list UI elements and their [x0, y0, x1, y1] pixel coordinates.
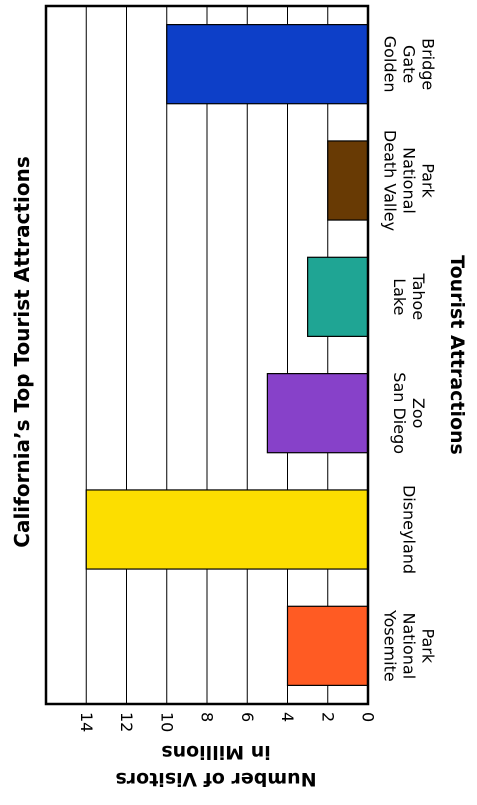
- y-tick-label: 0: [359, 712, 378, 722]
- category-label: San Diego: [390, 372, 409, 454]
- y-axis-title: Number of Visitors: [115, 768, 316, 790]
- y-tick-label: 4: [278, 712, 297, 722]
- chart-title: California’s Top Tourist Attractions: [10, 156, 34, 547]
- category-label: National: [400, 147, 419, 214]
- bar: [286, 605, 369, 686]
- plot-frame: [44, 4, 370, 706]
- bar: [166, 24, 369, 105]
- category-label: Death Valley: [381, 130, 400, 231]
- bar: [85, 489, 369, 570]
- bar: [266, 373, 369, 454]
- plot-area: [44, 4, 370, 706]
- category-label: Park: [419, 163, 438, 198]
- category-label: Park: [419, 629, 438, 664]
- y-tick-label: 2: [318, 712, 337, 722]
- category-label: Zoo: [409, 398, 428, 429]
- y-tick-label: 14: [77, 712, 96, 732]
- y-tick-label: 10: [157, 712, 176, 732]
- bar: [327, 140, 369, 221]
- category-label: Disneyland: [400, 485, 419, 574]
- category-label: Bridge: [419, 38, 438, 90]
- x-axis-title: Tourist Attractions: [446, 255, 468, 455]
- category-label: Lake: [390, 278, 409, 315]
- bar: [307, 256, 369, 337]
- y-tick-label: 8: [198, 712, 217, 722]
- y-tick-label: 6: [238, 712, 257, 722]
- category-label: Gate: [400, 45, 419, 83]
- y-tick-label: 12: [117, 712, 136, 732]
- title-layer: California’s Top Tourist Attractions: [10, 156, 34, 547]
- y-axis-title: in Millions: [161, 741, 271, 763]
- category-label: National: [400, 612, 419, 679]
- category-label: Golden: [381, 36, 400, 93]
- category-label: Yosemite: [381, 609, 400, 682]
- category-label: Tahoe: [409, 272, 428, 320]
